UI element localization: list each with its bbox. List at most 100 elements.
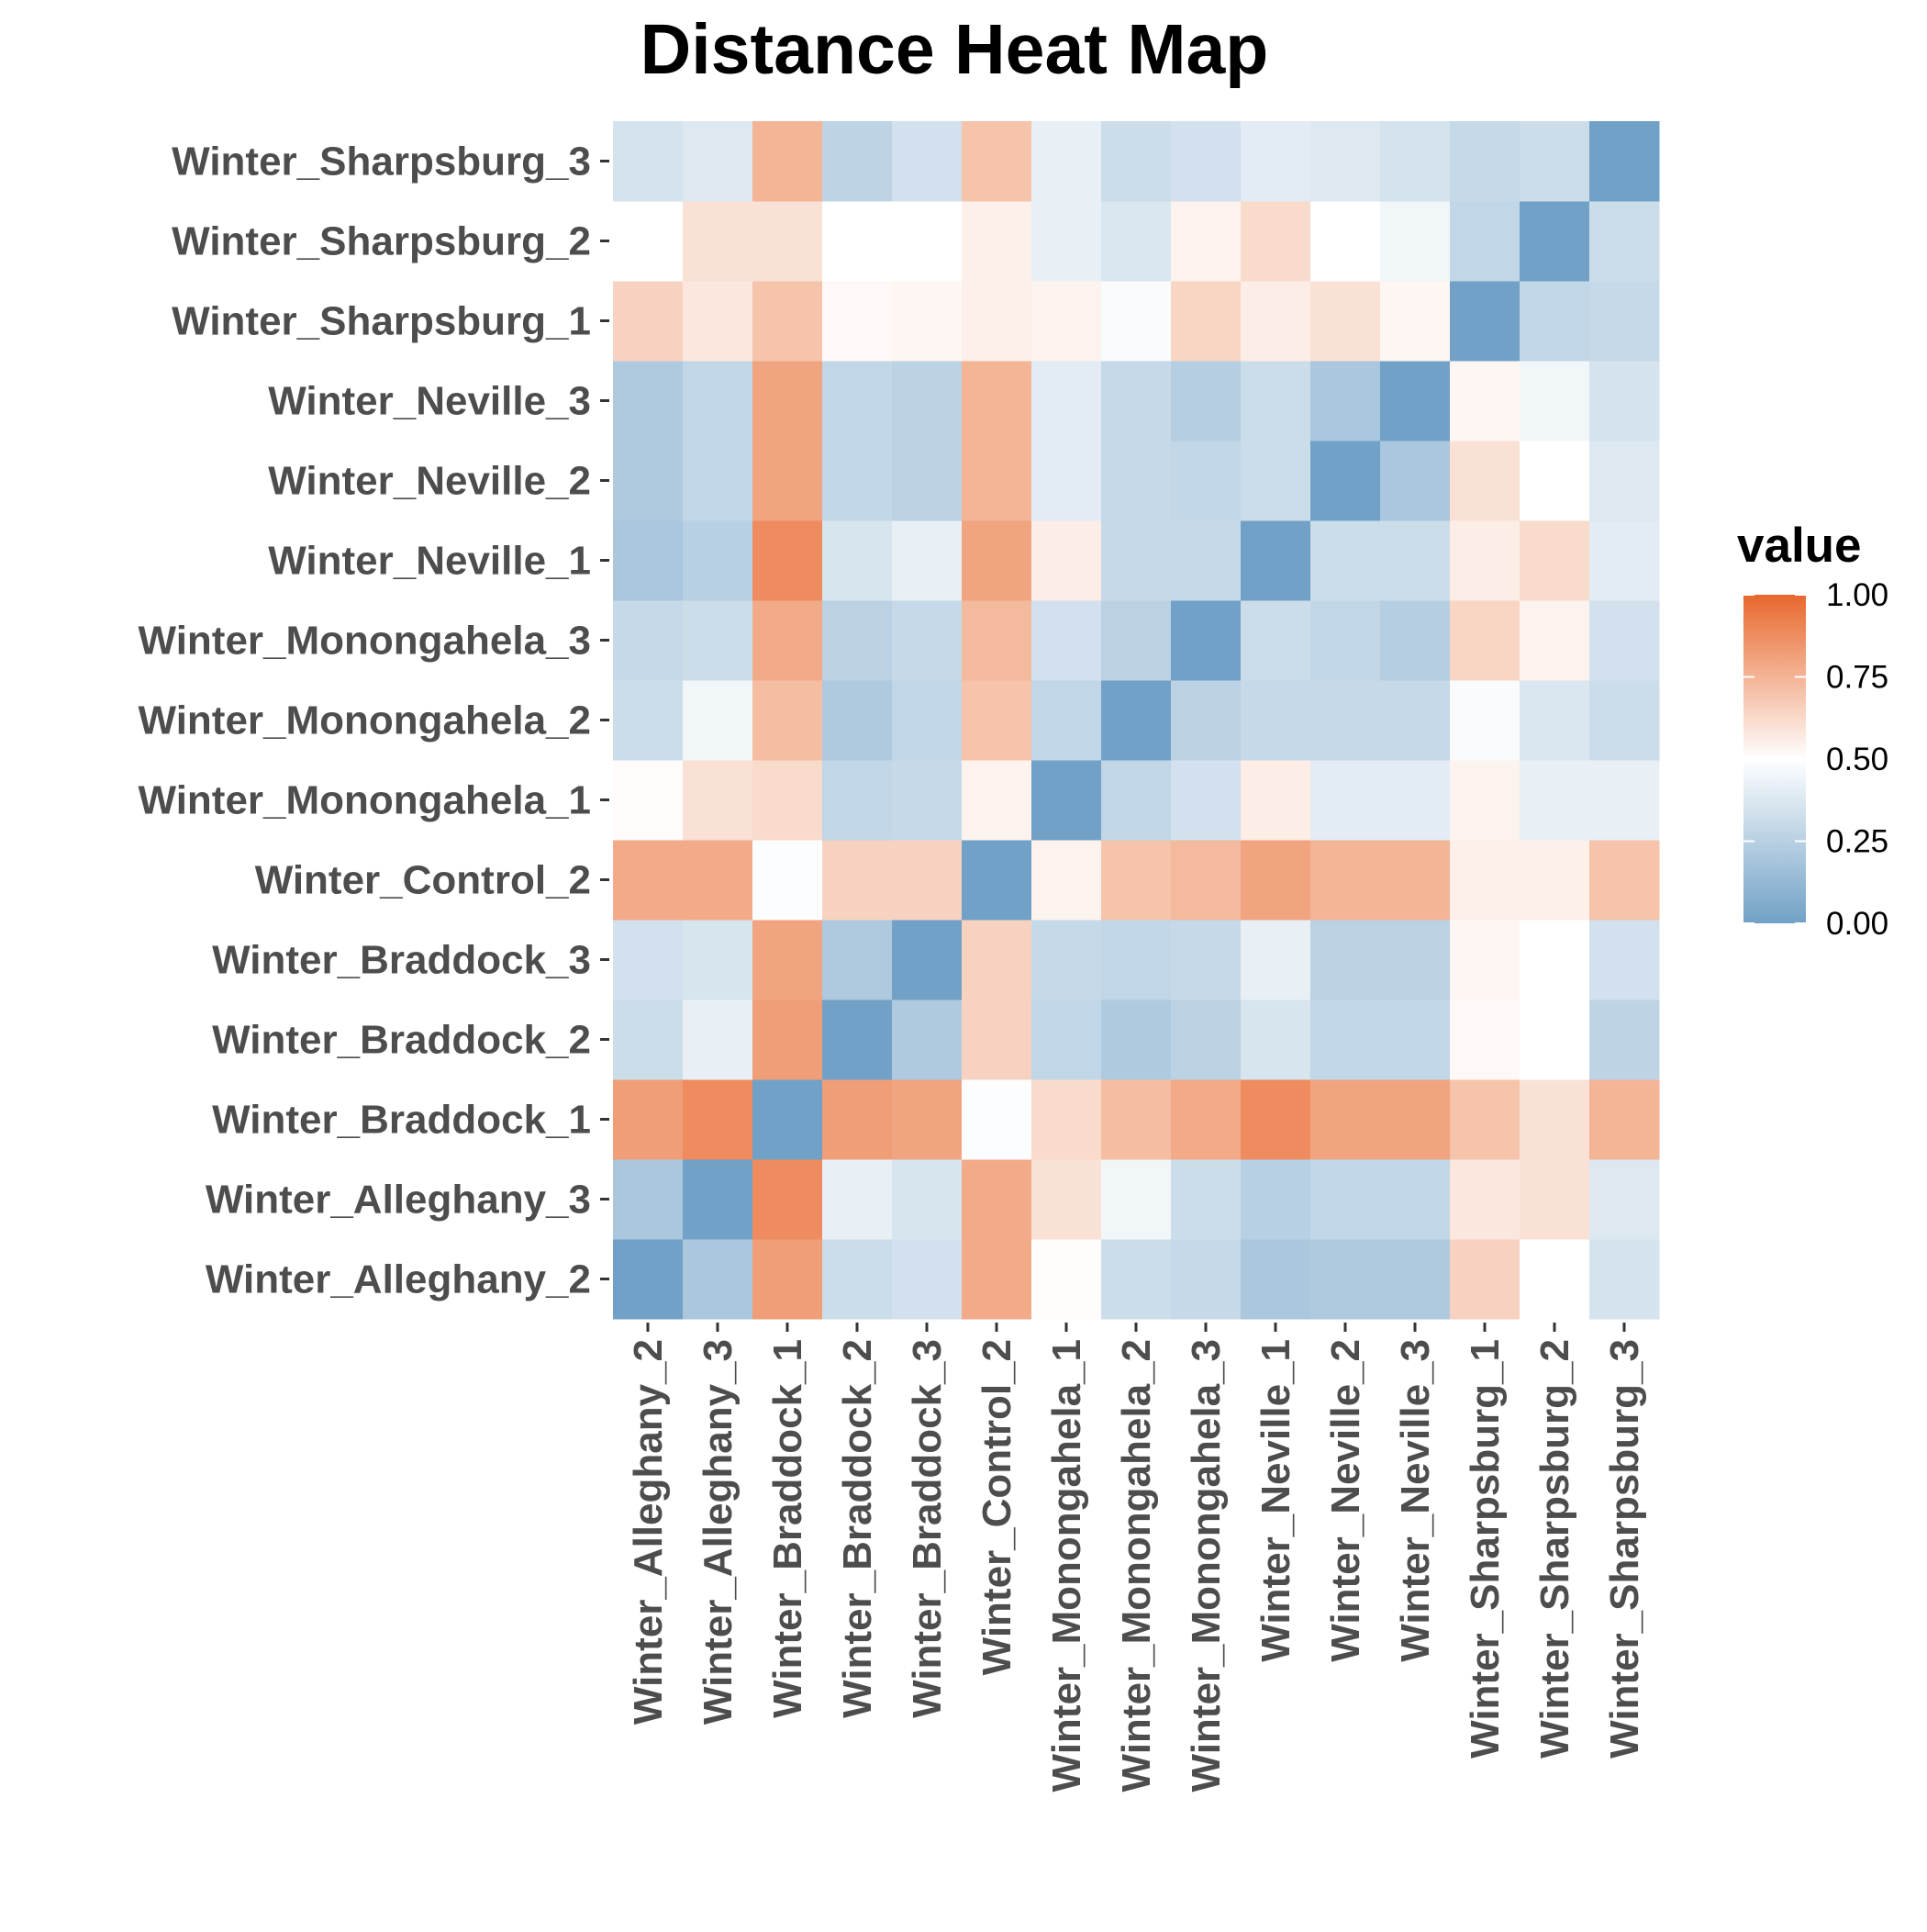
color-legend: value 1.00 0.75 0.50 0.25 0.00 — [1737, 519, 1888, 942]
heatmap-cell — [892, 840, 963, 921]
heatmap-cell — [1031, 1079, 1102, 1160]
heatmap-cell — [892, 281, 963, 362]
heatmap-cell — [822, 1000, 893, 1080]
heatmap-cell — [683, 520, 753, 601]
heatmap-cell — [683, 121, 753, 202]
heatmap-cell — [1589, 680, 1660, 761]
heatmap-cell — [962, 1000, 1032, 1080]
heatmap-cell — [1101, 121, 1172, 202]
heatmap-cell — [962, 121, 1032, 202]
heatmap-cell — [1520, 281, 1590, 362]
heatmap-cell — [613, 520, 684, 601]
y-tick-label: Winter_Neville_1 — [268, 539, 591, 584]
x-tick-label: Winter_Alleghany_3 — [696, 1339, 741, 1725]
heatmap-cell — [1450, 361, 1520, 441]
heatmap-cell — [752, 121, 823, 202]
heatmap-cell — [1520, 760, 1590, 841]
heatmap-cell — [1101, 520, 1172, 601]
y-tick-label: Winter_Neville_2 — [268, 459, 591, 504]
y-tick-label: Winter_Sharpsburg_3 — [172, 140, 591, 184]
heatmap-cell — [683, 441, 753, 521]
heatmap-cell — [1241, 1159, 1311, 1240]
heatmap-cell — [1310, 1239, 1381, 1320]
heatmap-cell — [752, 600, 823, 681]
heatmap-cell — [752, 281, 823, 362]
heatmap-cell — [1450, 520, 1520, 601]
y-tick-label: Winter_Alleghany_3 — [206, 1178, 591, 1223]
heatmap-cell — [752, 1079, 823, 1160]
heatmap-cell — [1101, 361, 1172, 441]
heatmap-cell — [613, 1239, 684, 1320]
heatmap-cell — [1101, 760, 1172, 841]
heatmap-cell — [822, 441, 893, 521]
heatmap-cell — [613, 760, 684, 841]
heatmap-cell — [1520, 520, 1590, 601]
heatmap-cell — [1520, 1000, 1590, 1080]
heatmap-cell — [1380, 840, 1451, 921]
heatmap-cell — [613, 281, 684, 362]
heatmap-cell — [1310, 920, 1381, 1000]
heatmap-cell — [1380, 1239, 1451, 1320]
heatmap-cell — [1031, 121, 1102, 202]
heatmap-cell — [1450, 201, 1520, 282]
heatmap-cell — [1520, 1079, 1590, 1160]
heatmap-cell — [1450, 760, 1520, 841]
heatmap-cell — [962, 361, 1032, 441]
heatmap-cell — [962, 520, 1032, 601]
heatmap-cell — [892, 680, 963, 761]
heatmap-cell — [822, 600, 893, 681]
heatmap-cell — [1310, 520, 1381, 601]
heatmap-cell — [1520, 680, 1590, 761]
heatmap-cell — [1171, 920, 1242, 1000]
heatmap-cell — [1589, 281, 1660, 362]
heatmap-cell — [892, 520, 963, 601]
heatmap-cell — [613, 121, 684, 202]
heatmap-cell — [962, 201, 1032, 282]
x-tick-label: Winter_Monongahela_1 — [1044, 1339, 1089, 1792]
heatmap-cell — [892, 600, 963, 681]
heatmap-cell — [752, 760, 823, 841]
heatmap-cell — [752, 920, 823, 1000]
heatmap-cell — [822, 920, 893, 1000]
y-tick-label: Winter_Control_2 — [255, 858, 591, 903]
heatmap-cell — [1171, 201, 1242, 282]
heatmap-cell — [1520, 1159, 1590, 1240]
heatmap-cell — [1589, 441, 1660, 521]
heatmap-cell — [822, 760, 893, 841]
y-tick-label: Winter_Alleghany_2 — [206, 1257, 591, 1302]
y-axis-ticks: Winter_Alleghany_2 Winter_Alleghany_3 Wint… — [139, 140, 609, 1302]
heatmap-cell — [1520, 361, 1590, 441]
heatmap-cell — [613, 920, 684, 1000]
heatmap-cell — [613, 600, 684, 681]
heatmap-cell — [822, 1159, 893, 1240]
heatmap-cell — [822, 680, 893, 761]
heatmap-cell — [1310, 760, 1381, 841]
heatmap-cell — [1450, 920, 1520, 1000]
y-tick-label: Winter_Sharpsburg_1 — [172, 299, 591, 344]
heatmap-cell — [1520, 600, 1590, 681]
heatmap-cell — [892, 121, 963, 202]
heatmap-cell — [1450, 680, 1520, 761]
heatmap-cell — [822, 1079, 893, 1160]
heatmap-cell — [1241, 920, 1311, 1000]
heatmap-cell — [1589, 121, 1660, 202]
heatmap-cell — [1031, 760, 1102, 841]
heatmap-cell — [1589, 520, 1660, 601]
heatmap-cell — [1031, 920, 1102, 1000]
heatmap-cell — [1450, 281, 1520, 362]
heatmap-cell — [822, 1239, 893, 1320]
heatmap-cell — [683, 201, 753, 282]
heatmap-cell — [752, 840, 823, 921]
heatmap-cell — [1380, 920, 1451, 1000]
heatmap-cell — [1589, 840, 1660, 921]
heatmap-cell — [1310, 441, 1381, 521]
heatmap-cell — [1310, 1000, 1381, 1080]
heatmap-cell — [1589, 600, 1660, 681]
x-tick-label: Winter_Neville_2 — [1323, 1339, 1368, 1662]
heatmap-cell — [683, 680, 753, 761]
heatmap-cell — [613, 680, 684, 761]
heatmap-cell — [1310, 600, 1381, 681]
heatmap-cell — [1241, 760, 1311, 841]
heatmap-cell — [752, 680, 823, 761]
